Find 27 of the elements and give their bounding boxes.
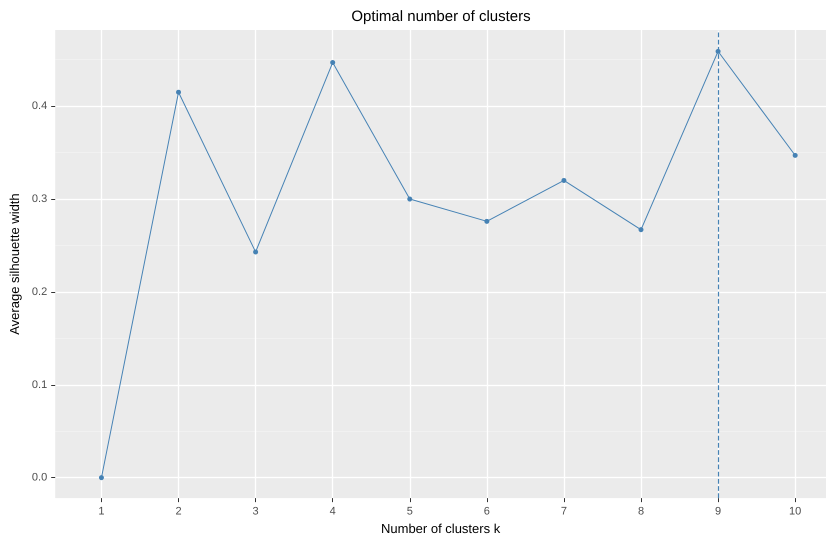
point <box>407 196 412 202</box>
x-tick-label: 4 <box>330 506 336 518</box>
y-tick-label: 0.3 <box>32 193 48 206</box>
x-tick-label: 2 <box>175 506 182 518</box>
point <box>638 227 644 232</box>
x-tick-label: 7 <box>560 506 567 518</box>
point <box>792 152 798 158</box>
y-tick-label: 0.0 <box>32 472 48 484</box>
x-tick-label: 5 <box>406 506 413 518</box>
x-tick-label: 3 <box>252 506 259 518</box>
x-tick-label: 8 <box>638 506 644 518</box>
point <box>176 90 182 95</box>
x-tick-label: 10 <box>789 506 802 518</box>
point <box>484 218 490 224</box>
point <box>330 60 336 66</box>
y-tick-label: 0.1 <box>32 378 48 391</box>
y-tick-label: 0.4 <box>32 100 48 112</box>
chart-title: Optimal number of clusters <box>351 8 531 25</box>
point <box>98 475 104 480</box>
y-tick-label: 0.2 <box>32 286 48 298</box>
point <box>561 178 566 183</box>
x-tick-label: 1 <box>98 506 105 518</box>
y-axis-title: Average silhouette width <box>7 193 22 335</box>
x-axis-title: Number of clusters k <box>380 521 501 536</box>
point <box>253 249 258 254</box>
x-tick-label: 6 <box>484 506 490 518</box>
x-tick-label: 9 <box>715 506 722 518</box>
